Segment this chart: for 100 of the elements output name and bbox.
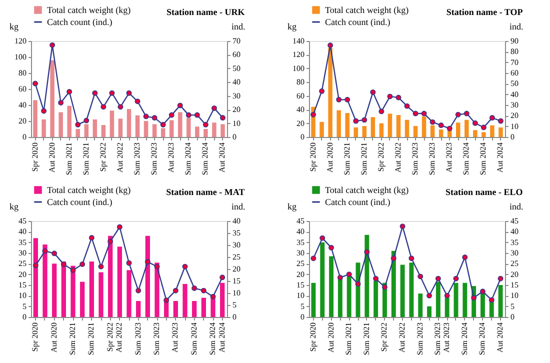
y2-tick-label: 0 xyxy=(510,312,514,322)
point xyxy=(50,42,56,48)
y2-tick-label: 10 xyxy=(510,291,518,300)
y2-tick-label: 10 xyxy=(232,288,240,298)
bar xyxy=(427,306,432,317)
point xyxy=(310,256,316,262)
point xyxy=(446,126,452,132)
point xyxy=(109,90,115,96)
point xyxy=(435,276,441,282)
point xyxy=(194,112,200,118)
y-axis-title: kg xyxy=(10,22,19,32)
bar xyxy=(126,109,132,137)
point xyxy=(118,104,124,110)
legend-label: Total catch weight (kg) xyxy=(47,5,131,15)
y2-tick-label: 40 xyxy=(232,216,240,226)
point xyxy=(220,274,226,280)
bar xyxy=(462,282,468,317)
bar xyxy=(388,114,392,137)
bar xyxy=(311,282,316,317)
x-tick-label: Aut 2023 xyxy=(170,322,180,352)
point xyxy=(355,281,361,287)
y-tick-label: 40 xyxy=(296,105,304,114)
bar xyxy=(374,280,378,317)
point xyxy=(160,122,166,128)
bar xyxy=(456,122,460,137)
x-tick-label: Sum 2023 xyxy=(410,142,420,176)
bar xyxy=(42,244,48,317)
y-tick-label: 100 xyxy=(292,64,304,73)
point xyxy=(364,249,370,255)
legend-label: Catch count (ind.) xyxy=(47,17,112,27)
point xyxy=(373,276,379,282)
point xyxy=(152,115,158,121)
point xyxy=(84,118,90,124)
point xyxy=(444,292,450,298)
bar xyxy=(50,60,54,137)
chart-title: Station name - ELO xyxy=(445,187,523,197)
point xyxy=(462,254,468,260)
y2-tick-label: 50 xyxy=(510,79,518,88)
y-tick-label: 10 xyxy=(296,291,304,300)
y-tick-label: 30 xyxy=(18,248,26,258)
point xyxy=(220,115,226,121)
y-tick-label: 20 xyxy=(296,118,304,128)
x-tick-label: Sum 2023 xyxy=(133,322,142,356)
bar xyxy=(178,112,182,137)
y-tick-label: 80 xyxy=(296,78,304,87)
y-tick-label: 25 xyxy=(296,259,304,268)
x-tick-label: Sum 2021 xyxy=(86,322,96,356)
bar xyxy=(173,301,178,317)
bar xyxy=(473,130,478,137)
point xyxy=(202,122,208,128)
bar xyxy=(84,124,89,137)
y-tick-label: 20 xyxy=(18,116,26,126)
bar xyxy=(396,115,401,137)
bar xyxy=(144,121,148,137)
x-tick-label: Spr 2022 xyxy=(380,322,389,352)
point xyxy=(52,250,58,256)
point xyxy=(211,105,217,111)
bar xyxy=(136,301,141,317)
point xyxy=(480,288,486,294)
y-tick-label: 120 xyxy=(14,36,26,46)
y2-tick-label: 70 xyxy=(510,58,518,67)
y2-tick-label: 25 xyxy=(232,252,240,262)
y-tick-label: 0 xyxy=(300,132,304,142)
point xyxy=(453,276,459,282)
bar xyxy=(404,120,410,137)
bar xyxy=(220,124,225,137)
bar xyxy=(152,124,157,137)
y2-tick-label: 35 xyxy=(232,228,240,238)
legend-label: Total catch weight (kg) xyxy=(325,185,409,195)
y2-tick-label: 10 xyxy=(510,122,518,131)
bar xyxy=(320,242,325,317)
y2-tick-label: 40 xyxy=(510,227,518,236)
x-tick-label: Sum 2024 xyxy=(189,322,198,356)
bar xyxy=(80,282,85,317)
y-tick-label: 35 xyxy=(296,238,304,247)
bar xyxy=(346,276,352,317)
x-tick-label: Sum 2024 xyxy=(460,322,469,356)
point xyxy=(60,261,66,267)
point xyxy=(41,108,47,114)
point xyxy=(344,96,350,102)
y2-tick-label: 40 xyxy=(510,90,518,99)
x-tick-label: Sum 2023 xyxy=(428,142,437,176)
y-axis-title: kg xyxy=(10,202,19,212)
x-tick-label: Sum 2024 xyxy=(478,322,487,356)
point xyxy=(438,122,444,128)
y2-tick-label: 30 xyxy=(510,100,518,110)
point xyxy=(186,112,192,118)
x-tick-label: Aut 2020 xyxy=(49,322,58,352)
point xyxy=(70,267,76,273)
y2-tick-label: 0 xyxy=(232,312,236,322)
y2-tick-label: 20 xyxy=(510,111,518,120)
x-tick-label: Aut 2022 xyxy=(398,322,407,352)
x-tick-label: Aut 2020 xyxy=(47,142,56,172)
y-tick-label: 15 xyxy=(296,280,304,290)
bar xyxy=(89,262,94,317)
x-tick-label: Spr 2020 xyxy=(308,322,318,352)
x-tick-label: Aut 2022 xyxy=(115,142,124,172)
bar xyxy=(379,123,384,137)
bar xyxy=(444,298,450,317)
bar xyxy=(418,294,423,317)
